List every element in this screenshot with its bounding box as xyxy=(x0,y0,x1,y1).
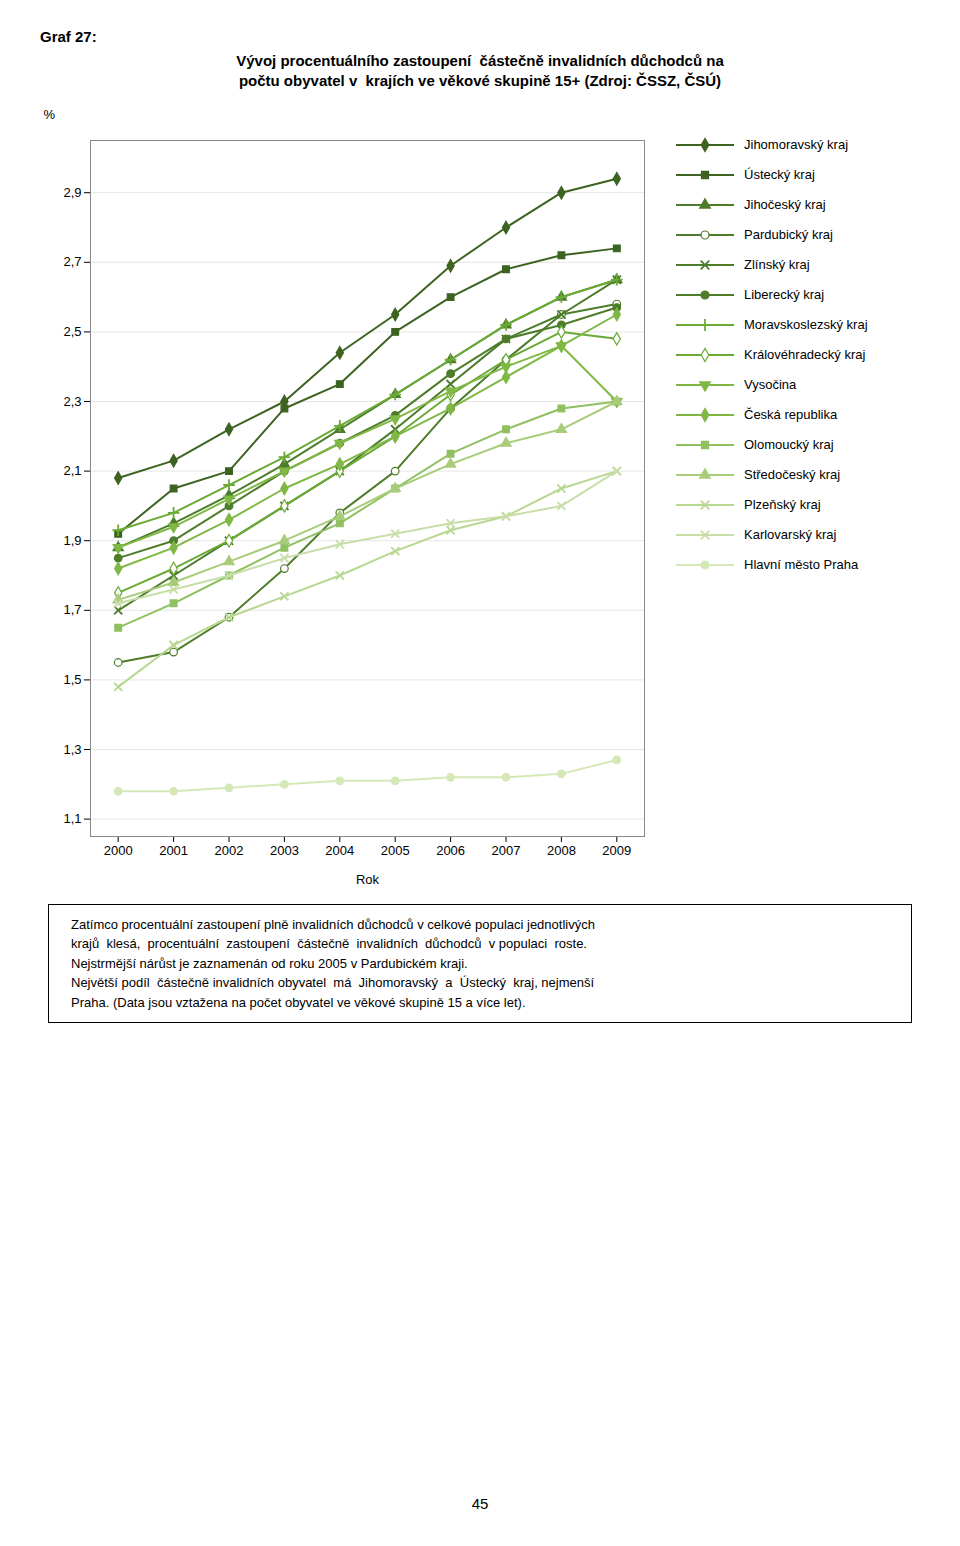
html-text:Liberecký kraj: Liberecký kraj xyxy=(744,287,825,302)
svg-text:2003: 2003 xyxy=(270,842,299,857)
html-text:45: 45 xyxy=(471,1495,489,1512)
svg-text:1,1: 1,1 xyxy=(63,811,81,826)
svg-text:2,7: 2,7 xyxy=(63,254,81,269)
html-text:Karlovarský kraj: Karlovarský kraj xyxy=(744,527,837,542)
svg-text:2005: 2005 xyxy=(381,842,410,857)
html-text:Hlavní město Praha: Hlavní město Praha xyxy=(744,557,859,572)
html-text:Jihočeský kraj: Jihočeský kraj xyxy=(744,197,826,212)
html-text:Česká republika: Česká republika xyxy=(744,407,838,422)
svg-text:1,7: 1,7 xyxy=(63,602,81,617)
svg-text:1,9: 1,9 xyxy=(63,532,81,547)
svg-text:Rok: Rok xyxy=(356,871,380,886)
svg-text:2006: 2006 xyxy=(436,842,465,857)
html-text:Královéhradecký kraj: Královéhradecký kraj xyxy=(744,347,866,362)
html-text:Jihomoravský kraj: Jihomoravský kraj xyxy=(744,137,848,152)
html-text:Zlínský kraj: Zlínský kraj xyxy=(744,257,810,272)
svg-text:2,5: 2,5 xyxy=(63,324,81,339)
html-text:Moravskoslezský kraj: Moravskoslezský kraj xyxy=(744,317,868,332)
html-text:Plzeňský kraj: Plzeňský kraj xyxy=(744,497,821,512)
svg-text:1,3: 1,3 xyxy=(63,741,81,756)
html-text:Olomoucký kraj: Olomoucký kraj xyxy=(744,437,834,452)
svg-text:1,5: 1,5 xyxy=(63,672,81,687)
html-text:Vývoj procentuálního zastoupen: Vývoj procentuálního zastoupení částečně… xyxy=(236,52,724,90)
svg-text:2001: 2001 xyxy=(159,842,188,857)
html-text:Pardubický kraj: Pardubický kraj xyxy=(744,227,833,242)
svg-text:%: % xyxy=(44,106,56,121)
html-text:Graf 27:: Graf 27: xyxy=(40,28,97,45)
svg-text:2002: 2002 xyxy=(215,842,244,857)
svg-text:2004: 2004 xyxy=(325,842,354,857)
svg-text:2,3: 2,3 xyxy=(63,393,81,408)
svg-text:2,9: 2,9 xyxy=(63,184,81,199)
svg-text:2008: 2008 xyxy=(547,842,576,857)
svg-text:2000: 2000 xyxy=(104,842,133,857)
html-text:Ústecký kraj: Ústecký kraj xyxy=(744,167,815,182)
html-text:Středočeský kraj: Středočeský kraj xyxy=(744,467,841,482)
svg-text:2,1: 2,1 xyxy=(63,463,81,478)
svg-text:2007: 2007 xyxy=(492,842,521,857)
svg-text:2009: 2009 xyxy=(602,842,631,857)
html-text:Vysočina: Vysočina xyxy=(744,377,797,392)
html-text:Zatímco procentuální zastoupen: Zatímco procentuální zastoupení plně inv… xyxy=(71,916,595,1010)
